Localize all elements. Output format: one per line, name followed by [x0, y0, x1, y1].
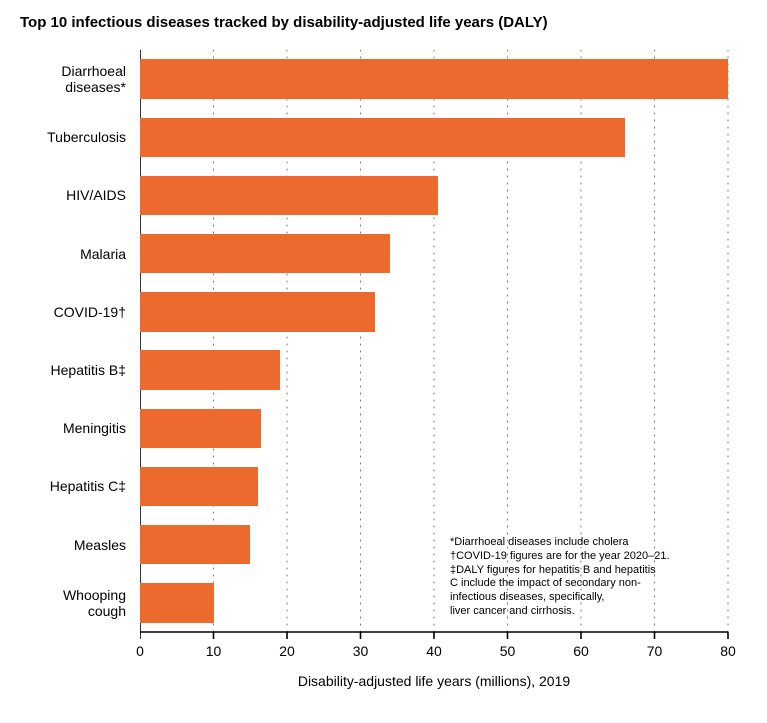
x-axis-tick-label: 10: [206, 643, 222, 659]
x-axis-tick-label: 40: [426, 643, 442, 659]
y-axis-category-label: HIV/AIDS: [0, 187, 126, 203]
bar: [140, 234, 390, 274]
x-axis-label: Disability-adjusted life years (millions…: [298, 673, 570, 689]
y-axis-category-label: Meningitis: [0, 420, 126, 436]
y-axis-category-label: COVID-19†: [0, 304, 126, 320]
y-axis-category-label: Diarrhoealdiseases*: [0, 63, 126, 95]
y-axis-category-label: Measles: [0, 537, 126, 553]
bar: [140, 176, 438, 216]
bar: [140, 467, 258, 507]
x-axis-tick-label: 50: [500, 643, 516, 659]
y-axis-category-label: Malaria: [0, 246, 126, 262]
y-axis-category-label: Whoopingcough: [0, 587, 126, 619]
bar: [140, 409, 261, 449]
bar: [140, 59, 728, 99]
y-axis-category-label: Tuberculosis: [0, 129, 126, 145]
bar: [140, 583, 214, 623]
chart-title: Top 10 infectious diseases tracked by di…: [20, 14, 548, 31]
x-axis-tick-label: 60: [573, 643, 589, 659]
y-axis-category-label: Hepatitis B‡: [0, 362, 126, 378]
bar: [140, 525, 250, 565]
bar: [140, 118, 625, 158]
x-axis-tick-label: 20: [279, 643, 295, 659]
x-axis-tick-label: 30: [353, 643, 369, 659]
chart-footnote: *Diarrhoeal diseases include cholera†COV…: [450, 536, 670, 619]
bar: [140, 292, 375, 332]
y-axis-category-label: Hepatitis C‡: [0, 478, 126, 494]
x-axis-tick-label: 80: [720, 643, 736, 659]
bar: [140, 350, 280, 390]
x-axis-tick-label: 0: [136, 643, 144, 659]
x-axis-tick-label: 70: [647, 643, 663, 659]
